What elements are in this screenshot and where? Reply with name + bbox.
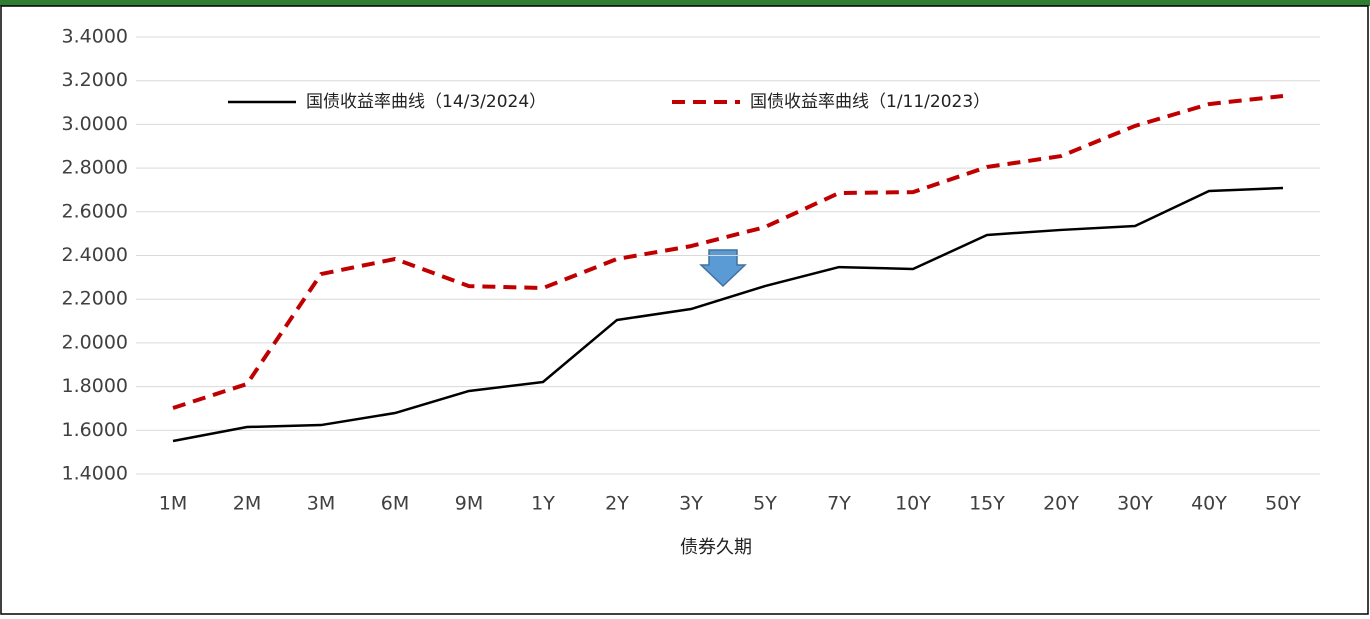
y-tick-label: 2.8000 — [62, 157, 128, 179]
series-line — [172, 186, 1284, 443]
y-tick-label: 2.6000 — [62, 200, 128, 222]
x-tick-label: 6M — [381, 493, 409, 515]
x-tick-label: 3M — [307, 493, 335, 515]
y-tick-label: 2.0000 — [62, 331, 128, 353]
legend-label: 国债收益率曲线（1/11/2023） — [750, 92, 990, 112]
x-tick-label: 9M — [455, 493, 483, 515]
x-tick-label: 30Y — [1117, 493, 1153, 515]
x-tick-label: 7Y — [827, 493, 851, 515]
legend-label: 国债收益率曲线（14/3/2024） — [306, 92, 546, 112]
x-tick-label: 50Y — [1265, 493, 1301, 515]
y-tick-label: 3.2000 — [62, 69, 128, 91]
x-axis-title: 债券久期 — [680, 537, 752, 558]
x-tick-label: 15Y — [969, 493, 1005, 515]
frame — [0, 5, 1369, 615]
top-strip — [0, 0, 1370, 6]
x-tick-label: 5Y — [753, 493, 777, 515]
x-tick-label: 3Y — [679, 493, 703, 515]
x-tick-label: 1M — [159, 493, 187, 515]
y-tick-label: 2.4000 — [62, 244, 128, 266]
y-tick-label: 1.4000 — [62, 463, 128, 485]
x-tick-label: 20Y — [1043, 493, 1079, 515]
x-tick-label: 40Y — [1191, 493, 1227, 515]
y-tick-label: 1.8000 — [62, 375, 128, 397]
series-line — [172, 94, 1284, 410]
x-tick-label: 2M — [233, 493, 261, 515]
y-tick-label: 3.4000 — [62, 26, 128, 48]
x-tick-label: 10Y — [895, 493, 931, 515]
arrow-icon — [699, 249, 747, 288]
x-tick-label: 2Y — [605, 493, 629, 515]
y-tick-label: 2.2000 — [62, 288, 128, 310]
y-tick-label: 1.6000 — [62, 419, 128, 441]
x-tick-label: 1Y — [531, 493, 555, 515]
y-tick-label: 3.0000 — [62, 113, 128, 135]
